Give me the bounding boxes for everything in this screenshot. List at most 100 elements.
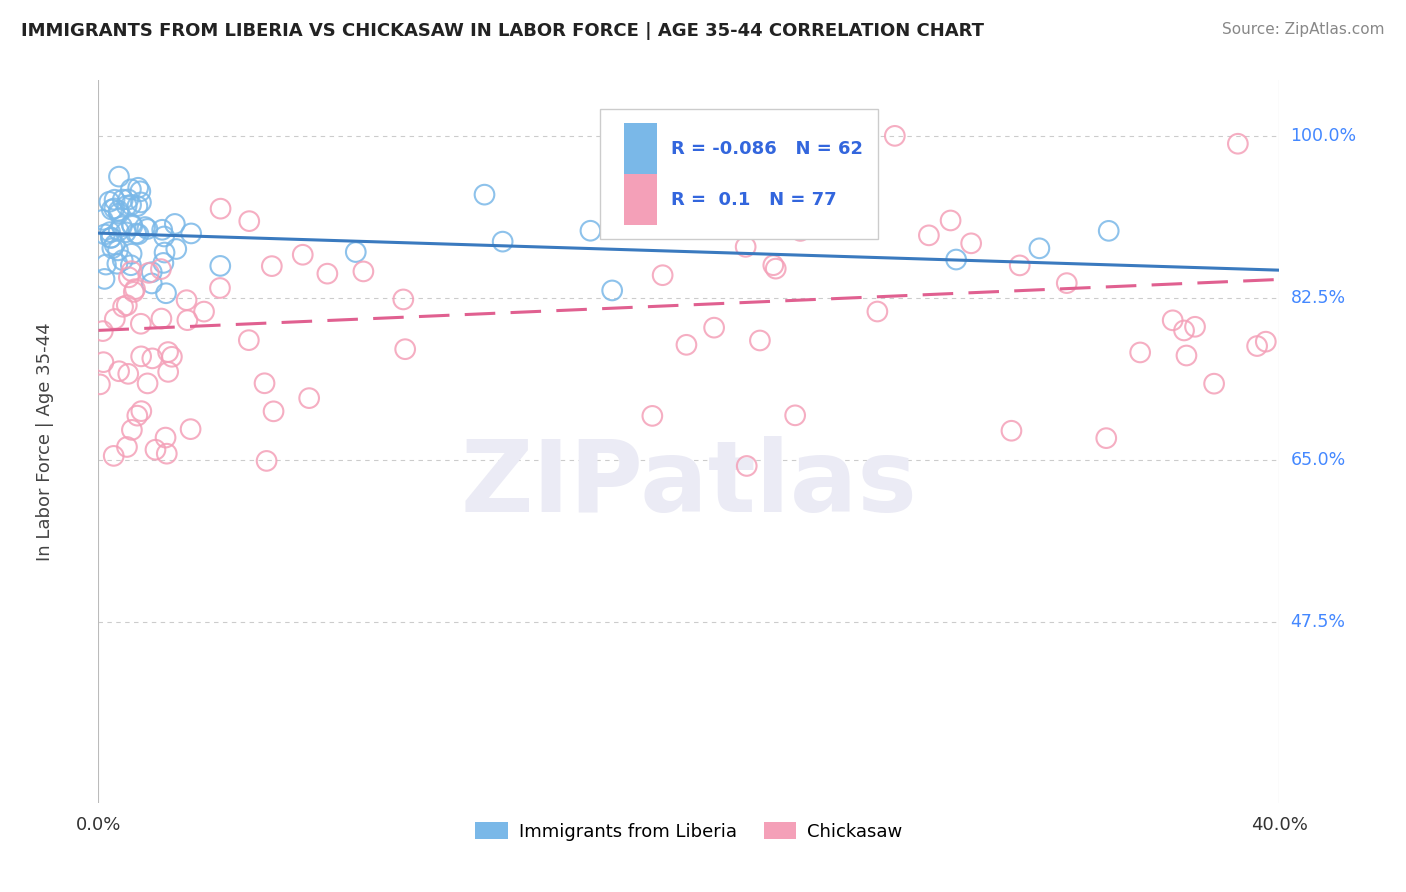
- Point: [394, 342, 416, 356]
- Point: [156, 447, 179, 461]
- Point: [1056, 276, 1078, 290]
- Point: [152, 256, 174, 270]
- Point: [316, 267, 339, 281]
- Point: [117, 367, 139, 381]
- Point: [1098, 224, 1121, 238]
- Point: [735, 458, 758, 473]
- Point: [127, 199, 149, 213]
- Text: 82.5%: 82.5%: [1291, 289, 1346, 307]
- Point: [918, 228, 941, 243]
- Point: [1095, 431, 1118, 445]
- Point: [176, 313, 198, 327]
- Point: [193, 304, 215, 318]
- Point: [1184, 319, 1206, 334]
- Point: [94, 258, 117, 272]
- Text: Source: ZipAtlas.com: Source: ZipAtlas.com: [1222, 22, 1385, 37]
- Point: [131, 404, 153, 418]
- Point: [165, 242, 187, 256]
- Bar: [624, 174, 657, 225]
- Point: [100, 230, 122, 244]
- Bar: [624, 123, 657, 174]
- Point: [125, 227, 148, 241]
- Point: [263, 404, 285, 418]
- Point: [157, 365, 180, 379]
- Point: [153, 245, 176, 260]
- Point: [256, 454, 278, 468]
- Point: [111, 253, 134, 268]
- Point: [883, 128, 905, 143]
- Point: [160, 350, 183, 364]
- Point: [765, 261, 787, 276]
- Text: 65.0%: 65.0%: [1291, 451, 1346, 469]
- Point: [93, 355, 115, 369]
- Point: [120, 258, 142, 272]
- Point: [108, 364, 131, 378]
- Point: [117, 193, 139, 207]
- Point: [260, 259, 283, 273]
- Point: [127, 181, 149, 195]
- Point: [122, 285, 145, 299]
- Point: [352, 264, 374, 278]
- Point: [695, 168, 717, 182]
- Point: [103, 193, 125, 207]
- Point: [155, 286, 177, 301]
- Point: [344, 245, 367, 260]
- Point: [104, 237, 127, 252]
- Point: [1204, 376, 1226, 391]
- Point: [157, 345, 180, 359]
- Point: [180, 227, 202, 241]
- FancyBboxPatch shape: [600, 109, 877, 239]
- Point: [150, 311, 173, 326]
- Point: [751, 187, 773, 202]
- Point: [208, 281, 231, 295]
- Point: [209, 259, 232, 273]
- Point: [115, 298, 138, 312]
- Text: R = -0.086   N = 62: R = -0.086 N = 62: [671, 140, 863, 158]
- Point: [91, 324, 114, 338]
- Point: [762, 258, 785, 272]
- Point: [579, 224, 602, 238]
- Point: [141, 351, 163, 366]
- Point: [153, 229, 176, 244]
- Point: [104, 312, 127, 326]
- Point: [804, 221, 827, 235]
- Point: [118, 270, 141, 285]
- Point: [89, 377, 111, 392]
- Point: [98, 194, 121, 209]
- Point: [111, 193, 134, 207]
- Point: [124, 282, 146, 296]
- Text: R =  0.1   N = 77: R = 0.1 N = 77: [671, 191, 837, 209]
- Point: [108, 206, 131, 220]
- Point: [1254, 334, 1277, 349]
- Point: [121, 264, 143, 278]
- Point: [108, 169, 131, 184]
- Point: [150, 223, 173, 237]
- Point: [121, 219, 143, 233]
- Point: [163, 217, 186, 231]
- Point: [298, 391, 321, 405]
- Text: In Labor Force | Age 35-44: In Labor Force | Age 35-44: [37, 322, 55, 561]
- Point: [1173, 323, 1195, 337]
- Point: [945, 252, 967, 267]
- Point: [93, 272, 115, 286]
- Text: 47.5%: 47.5%: [1291, 613, 1346, 632]
- Point: [136, 222, 159, 236]
- Point: [128, 227, 150, 241]
- Point: [121, 217, 143, 231]
- Point: [111, 219, 134, 234]
- Point: [94, 227, 117, 242]
- Point: [98, 225, 121, 239]
- Point: [136, 376, 159, 391]
- Point: [101, 241, 124, 255]
- Point: [127, 409, 149, 423]
- Point: [748, 334, 770, 348]
- Point: [675, 338, 697, 352]
- Point: [107, 244, 129, 258]
- Point: [785, 409, 807, 423]
- Point: [253, 376, 276, 391]
- Point: [1161, 313, 1184, 327]
- Point: [129, 184, 152, 198]
- Point: [960, 236, 983, 251]
- Point: [129, 317, 152, 331]
- Point: [100, 231, 122, 245]
